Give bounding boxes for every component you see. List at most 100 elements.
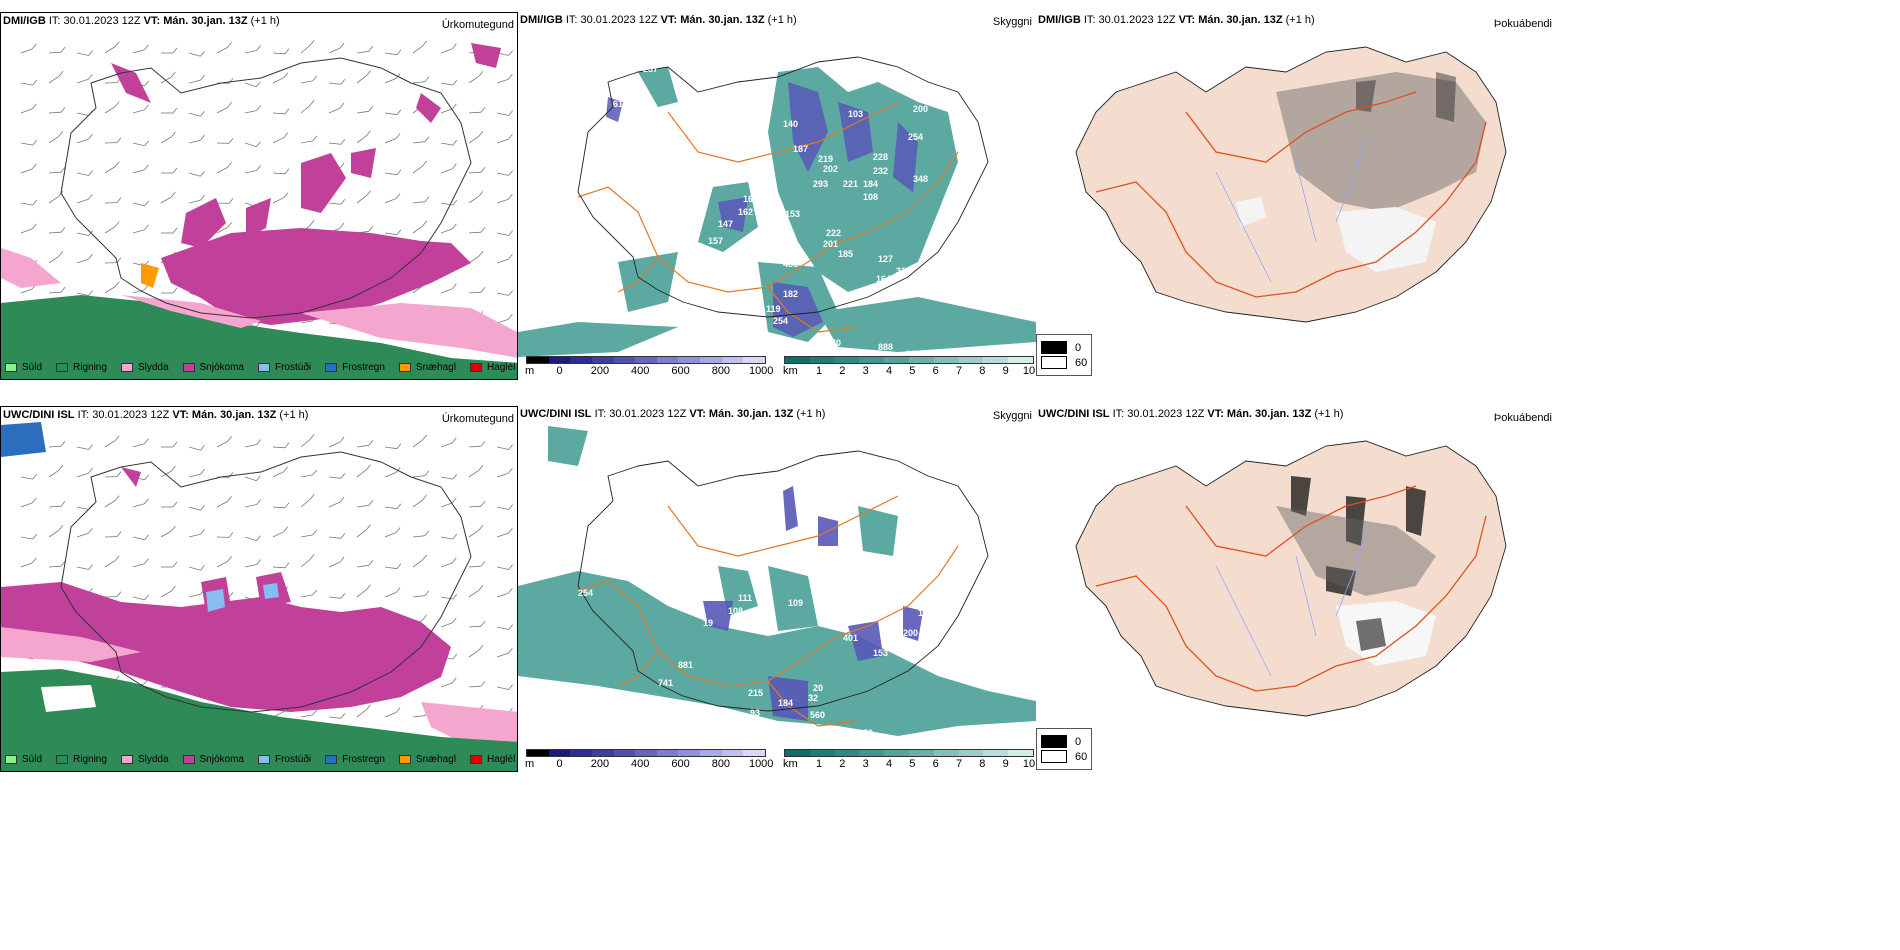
wind-barb — [132, 142, 145, 147]
colorbar-cell — [721, 750, 744, 756]
wind-barb-feather — [508, 314, 513, 320]
wind-barb-feather — [256, 141, 261, 147]
wind-barb-feather — [366, 584, 371, 590]
wind-barb-feather — [32, 139, 38, 146]
visibility-value: 202 — [823, 164, 838, 174]
legend-item: Haglél — [469, 362, 515, 373]
colorbar-cell — [570, 750, 592, 756]
elevation-colorbar: m 0 200 400 600 800 1000 — [525, 749, 773, 770]
legend-swatch — [56, 363, 69, 372]
wind-barb-feather — [171, 585, 176, 592]
wind-barb — [48, 171, 62, 174]
colorbar-cell — [884, 357, 909, 363]
fog-shade — [1276, 72, 1486, 212]
model-name: UWC/DINI ISL — [3, 409, 75, 421]
wind-barb-feather — [340, 473, 346, 479]
wind-barb-feather — [478, 465, 484, 471]
valid-time: Mán. 30.jan. 13Z — [680, 14, 765, 26]
fog-legend: 0 60 — [1036, 728, 1093, 770]
wind-barb — [216, 501, 228, 508]
visibility-value: 164 — [876, 274, 891, 284]
wind-barb — [468, 171, 482, 174]
legend-label: Frostregn — [342, 362, 385, 373]
visibility-value: 254 — [908, 132, 923, 142]
wind-barb — [356, 564, 369, 568]
wind-barb — [468, 111, 482, 114]
wind-barb-feather — [116, 591, 122, 597]
wind-barb — [216, 47, 228, 54]
wind-barb-feather — [366, 464, 371, 470]
wind-barb — [496, 292, 509, 296]
legend-swatch — [120, 363, 133, 372]
legend-label: Snæhagl — [415, 362, 456, 373]
legend-label: Snjókoma — [199, 754, 244, 765]
wind-barb — [300, 474, 313, 478]
wind-barb-feather — [31, 557, 37, 564]
colorbar-tick: 2 — [839, 758, 846, 770]
wind-barb — [20, 142, 33, 146]
wind-barb-feather — [422, 494, 428, 501]
legend-label: Súld — [22, 362, 43, 373]
wind-barb — [244, 444, 257, 448]
wind-barb — [496, 232, 509, 236]
wind-barb — [20, 82, 33, 86]
visibility-value: 200 — [903, 628, 918, 638]
wind-barb-feather — [424, 136, 430, 142]
wind-barb — [328, 536, 341, 539]
colorbar-unit: m — [525, 365, 535, 377]
wind-barb-feather — [171, 71, 176, 78]
wind-barb-feather — [283, 72, 289, 78]
wind-barb-feather — [508, 564, 514, 570]
wind-barb — [272, 446, 286, 449]
snow-area — [1, 582, 451, 712]
precip-map — [1, 40, 517, 379]
legend-label: Snæhagl — [415, 754, 456, 765]
wind-barb-feather — [480, 680, 486, 687]
wind-barb-feather — [88, 170, 94, 176]
colorbar-tick: 200 — [590, 758, 610, 770]
wind-barb-feather — [480, 226, 486, 233]
wind-barb — [188, 533, 201, 538]
wind-barb-feather — [256, 105, 262, 111]
wind-barb — [300, 534, 313, 538]
wind-barb — [496, 532, 509, 538]
wind-barb — [132, 289, 145, 294]
visibility-value: 881 — [678, 660, 693, 670]
fog-legend-row: 0 — [1041, 341, 1087, 354]
visibility-value: 293 — [813, 179, 828, 189]
wind-barb-feather — [396, 443, 402, 449]
wind-barb — [440, 536, 453, 540]
wind-barb-feather — [508, 624, 514, 630]
colorbar-cell — [958, 750, 984, 756]
valid-time: Mán. 30.jan. 13Z — [163, 15, 248, 27]
visibility-value: 103 — [848, 109, 863, 119]
wind-barb — [412, 45, 423, 54]
visibility-value: 19 — [703, 618, 713, 628]
wind-barb — [48, 231, 62, 234]
dry-spot — [41, 685, 96, 712]
visibility-value: 20 — [813, 683, 823, 693]
wind-barb — [496, 686, 509, 690]
wind-barb — [412, 81, 425, 84]
legend-item: Haglél — [469, 754, 515, 765]
wind-barb-feather — [200, 445, 205, 451]
precip-legend: Súld Rigning Slydda Snjókoma Frostúði Frostre… — [5, 754, 515, 765]
wind-barb-feather — [88, 528, 93, 534]
colorbar-cell — [743, 357, 766, 363]
wind-barb — [188, 172, 201, 177]
wind-barb — [76, 172, 89, 176]
legend-swatch — [56, 755, 69, 764]
visibility-value: 240 — [938, 219, 953, 229]
model-name: UWC/DINI ISL — [520, 408, 592, 420]
wind-barb — [272, 172, 286, 175]
wind-barb — [384, 592, 397, 598]
precip-title: Úrkomutegund — [441, 413, 514, 425]
wind-barb — [76, 292, 89, 296]
wind-barb — [440, 168, 453, 174]
wind-barb — [328, 107, 341, 114]
wind-barb — [440, 502, 453, 508]
wind-barb-feather — [227, 436, 232, 442]
fog-legend: 0 60 — [1036, 334, 1093, 376]
colorbar-cell — [656, 750, 679, 756]
